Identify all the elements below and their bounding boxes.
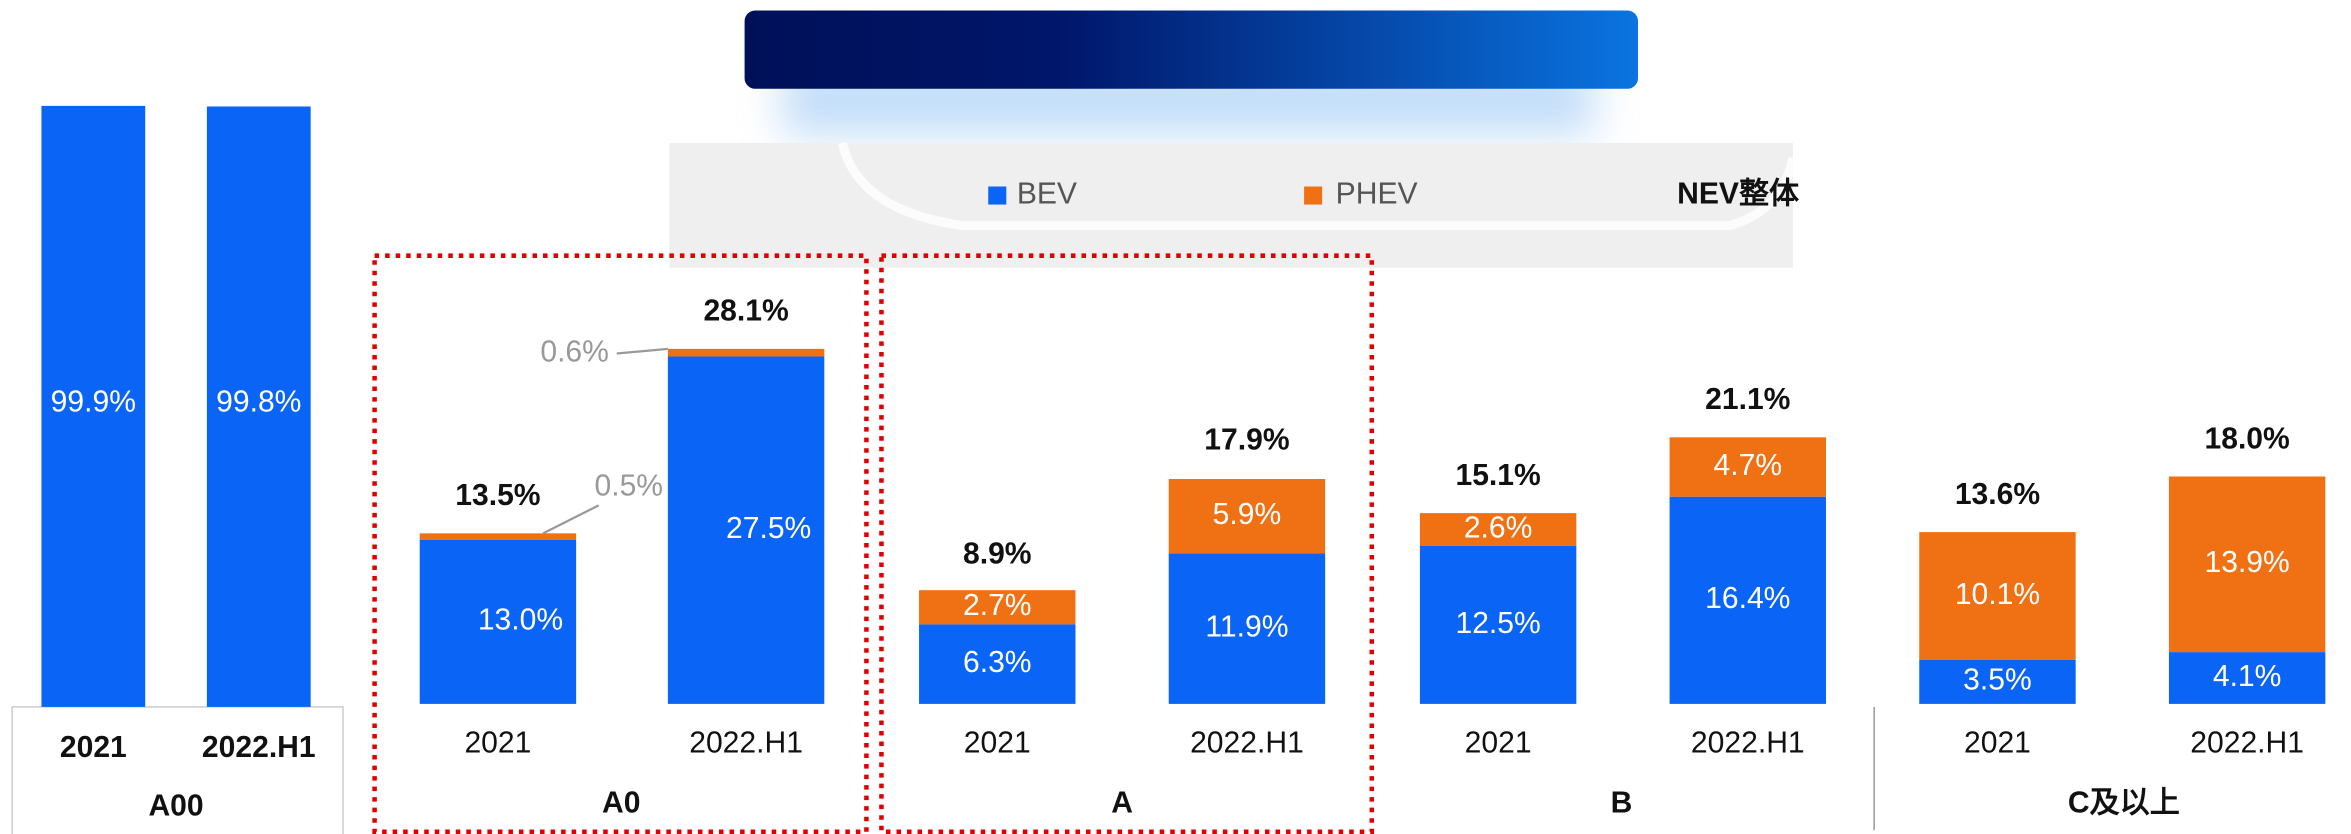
value-label: 5.9% xyxy=(1213,498,1282,531)
title-banner xyxy=(744,10,1638,89)
group-label: A00 xyxy=(148,790,203,823)
value-label: 99.8% xyxy=(216,386,301,419)
value-label: 27.5% xyxy=(726,512,811,545)
x-tick-label: 2022.H1 xyxy=(689,726,803,759)
a00-frame xyxy=(11,706,344,834)
total-label: 13.5% xyxy=(455,479,540,512)
value-label: 0.5% xyxy=(594,469,663,502)
bar-segment xyxy=(667,348,825,357)
bar-segment xyxy=(1669,496,1827,704)
value-label: 16.4% xyxy=(1705,582,1790,615)
x-tick-label: 2021 xyxy=(464,726,531,759)
value-label: 0.6% xyxy=(540,335,609,368)
group-label: A xyxy=(1111,787,1133,820)
bar-segment xyxy=(419,539,577,704)
value-label: 2.7% xyxy=(963,589,1032,622)
value-label: 10.1% xyxy=(1955,578,2040,611)
callout-line xyxy=(616,347,668,355)
bar-segment xyxy=(919,624,1076,704)
highlight-box xyxy=(879,253,1375,834)
bar-segment xyxy=(2168,476,2326,653)
legend-label: BEV xyxy=(1017,177,1077,210)
legend-label: PHEV xyxy=(1336,177,1418,210)
value-label: 13.0% xyxy=(478,604,563,637)
x-tick-label: 2021 xyxy=(60,731,127,764)
total-label: 17.9% xyxy=(1204,424,1289,457)
x-tick-label: 2021 xyxy=(964,726,1031,759)
value-label: 12.5% xyxy=(1455,607,1540,640)
bar-segment xyxy=(2168,652,2326,704)
callout-line xyxy=(542,504,600,535)
legend-label: NEV整体 xyxy=(1677,177,1800,210)
legend-background xyxy=(669,142,1793,268)
total-label: 15.1% xyxy=(1455,459,1540,492)
group-label: B xyxy=(1611,787,1633,820)
value-label: 3.5% xyxy=(1963,664,2032,697)
total-label: 28.1% xyxy=(703,295,788,328)
x-tick-label: 2021 xyxy=(1964,726,2031,759)
value-label: 4.7% xyxy=(1714,449,1783,482)
x-tick-label: 2022.H1 xyxy=(1190,726,1304,759)
bar-segment xyxy=(1168,553,1326,704)
group-label: C及以上 xyxy=(2068,787,2180,820)
total-label: 18.0% xyxy=(2204,422,2289,455)
x-tick-label: 2022.H1 xyxy=(2190,726,2304,759)
x-tick-label: 2021 xyxy=(1465,726,1532,759)
group-label: A0 xyxy=(602,787,640,820)
bar-segment xyxy=(1168,479,1326,554)
bar-segment xyxy=(1919,659,2076,704)
value-label: 99.9% xyxy=(51,385,136,418)
legend-swatch xyxy=(988,186,1007,205)
bar-segment xyxy=(667,356,825,704)
bar-segment xyxy=(1419,513,1577,546)
value-label: 6.3% xyxy=(963,646,1032,679)
bar-segment xyxy=(1919,532,2076,660)
bar-segment xyxy=(419,533,577,540)
bar-segment xyxy=(1419,545,1577,704)
x-tick-label: 2022.H1 xyxy=(202,731,316,764)
value-label: 11.9% xyxy=(1205,611,1288,644)
bar xyxy=(206,106,311,707)
x-tick-label: 2022.H1 xyxy=(1691,726,1805,759)
bar xyxy=(41,105,146,707)
total-label: 21.1% xyxy=(1705,383,1790,416)
total-label: 13.6% xyxy=(1955,478,2040,511)
bar-segment xyxy=(919,590,1076,625)
value-label: 13.9% xyxy=(2204,546,2289,579)
highlight-box xyxy=(372,253,869,834)
legend-swatch xyxy=(1304,186,1323,205)
value-label: 2.6% xyxy=(1464,512,1533,545)
legend-decoration xyxy=(837,141,1798,231)
value-label: 4.1% xyxy=(2213,660,2282,693)
total-label: 8.9% xyxy=(963,537,1032,570)
bar-segment xyxy=(1669,437,1827,497)
